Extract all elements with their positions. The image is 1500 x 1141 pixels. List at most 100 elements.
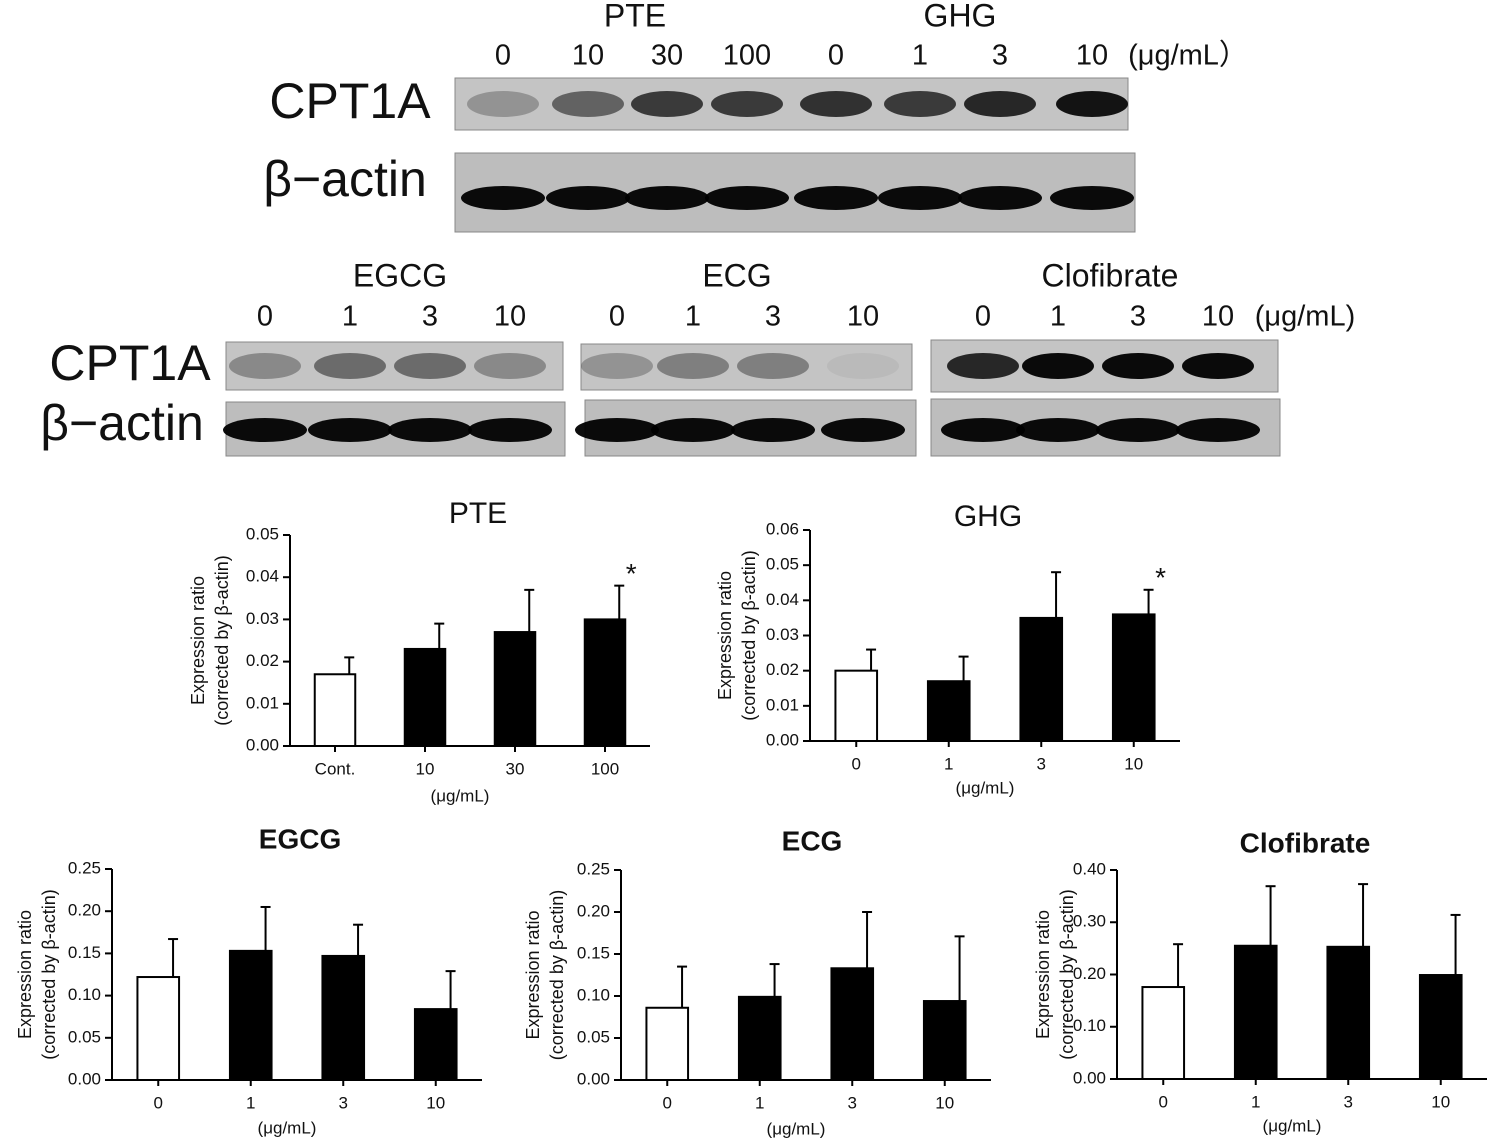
x-tick-label: 3 [848,1093,857,1112]
y-tick-label: 0.00 [766,730,799,749]
cpt1a-band [711,91,783,117]
dose-label: 3 [992,40,1008,72]
actin-band [651,418,735,442]
bar [737,995,782,1082]
x-tick-label: 1 [246,1093,255,1112]
bar [834,669,879,743]
cpt1a-band [314,353,386,379]
cpt1a-band [884,91,956,117]
x-tick-label: 10 [935,1093,954,1112]
actin-band [575,418,659,442]
bar [922,1000,967,1081]
bar [1111,613,1156,743]
dose-label: 1 [1050,301,1066,333]
row-label: β−actin [263,151,427,207]
dose-label: 100 [723,40,771,72]
dose-label: 0 [495,40,511,72]
actin-band [878,186,962,210]
bar [583,618,627,748]
bar [1019,616,1064,743]
group-label: ECG [702,257,771,293]
dose-label: 30 [651,40,683,72]
y-tick-label: 0.25 [68,858,101,877]
cpt1a-band [1182,353,1254,379]
bar [1326,945,1371,1080]
x-tick-label: 3 [339,1093,348,1112]
actin-band [388,418,472,442]
cpt1a-band [800,91,872,117]
y-tick-label: 0.00 [246,735,279,754]
y-tick-label: 0.01 [766,695,799,714]
cpt1a-band [229,353,301,379]
x-tick-label: 10 [426,1093,445,1112]
cpt1a-band [827,353,899,379]
y-axis-label: Expression ratio [715,571,735,700]
cpt1a-band [1056,91,1128,117]
actin-band [731,418,815,442]
bar [413,1008,458,1081]
cpt1a-band [1022,353,1094,379]
x-axis-label: (μg/mL) [767,1119,826,1138]
bar [493,631,537,747]
actin-band [625,186,709,210]
cpt1a-band [964,91,1036,117]
actin-band [1016,418,1100,442]
x-tick-label: Cont. [315,759,356,778]
actin-band [223,418,307,442]
y-tick-label: 0.03 [246,609,279,628]
y-tick-label: 0.05 [68,1027,101,1046]
x-tick-label: 10 [416,759,435,778]
y-tick-label: 0.04 [766,590,799,609]
bar [403,647,447,747]
actin-band [821,418,905,442]
y-axis-label: (corrected by β-actin) [1057,889,1077,1059]
x-tick-label: 30 [506,759,525,778]
group-label: EGCG [353,257,447,293]
dose-label: 10 [847,301,879,333]
row-label: β−actin [40,395,204,451]
actin-band [546,186,630,210]
actin-band [308,418,392,442]
y-tick-label: 0.04 [246,567,279,586]
y-tick-label: 0.15 [68,943,101,962]
y-axis-label: Expression ratio [1033,910,1053,1039]
y-tick-label: 0.00 [68,1069,101,1088]
cpt1a-band [657,353,729,379]
dose-label: 0 [975,301,991,333]
group-label: GHG [924,0,997,33]
y-tick-label: 0.06 [766,519,799,538]
cpt1a-band [467,91,539,117]
dose-label: 0 [828,40,844,72]
x-tick-label: 1 [1251,1092,1260,1111]
row-label: CPT1A [49,335,211,391]
unit-label: (μg/mL） [1128,40,1248,72]
y-tick-label: 0.03 [766,625,799,644]
x-tick-label: 3 [1344,1092,1353,1111]
dose-label: 10 [494,301,526,333]
blot-panel [580,343,913,391]
x-axis-label: (μg/mL) [431,786,490,805]
y-axis-label: Expression ratio [188,576,208,705]
x-axis-label: (μg/mL) [956,778,1015,797]
y-tick-label: 0.05 [766,555,799,574]
dose-label: 3 [1130,301,1146,333]
cpt1a-band [737,353,809,379]
dose-label: 1 [912,40,928,72]
y-tick-label: 0.00 [1073,1068,1106,1087]
x-tick-label: 1 [755,1093,764,1112]
cpt1a-band [474,353,546,379]
actin-band [958,186,1042,210]
significance-mark: * [626,558,637,589]
blot-panel [225,341,564,391]
bar [228,949,273,1081]
y-tick-label: 0.30 [1073,912,1106,931]
x-tick-label: 10 [1431,1092,1450,1111]
y-tick-label: 0.10 [577,985,610,1004]
group-label: Clofibrate [1042,257,1179,293]
x-tick-label: 0 [663,1093,672,1112]
y-tick-label: 0.15 [577,943,610,962]
cpt1a-band [581,353,653,379]
bar [1141,986,1186,1080]
y-axis-label: (corrected by β-actin) [739,550,759,720]
